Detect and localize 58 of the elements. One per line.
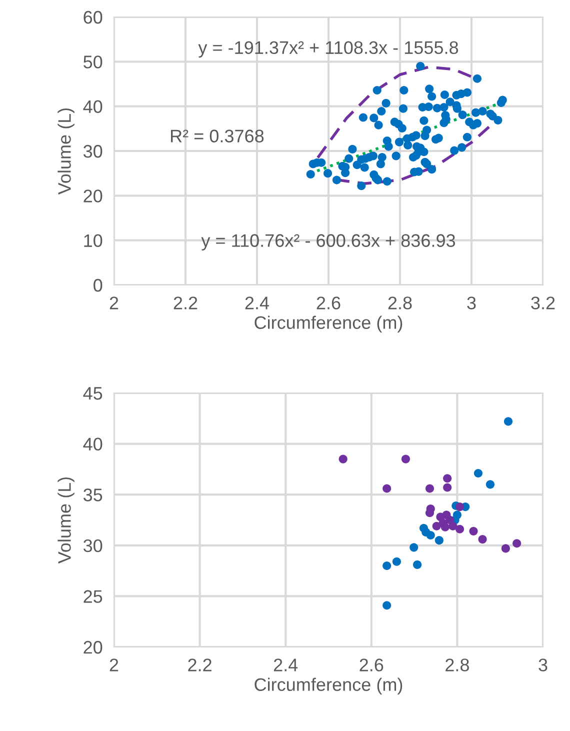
x-tick-label: 2.2: [188, 658, 212, 672]
point: [455, 524, 464, 534]
point: [382, 561, 392, 570]
x-axis-title: Circumference (m): [254, 678, 402, 695]
y-tick-label: 20: [84, 640, 102, 654]
point: [486, 480, 495, 489]
y-tick-label: 10: [84, 234, 102, 248]
y-tick-label: 30: [83, 144, 102, 158]
point: [426, 530, 435, 540]
point: [434, 536, 444, 545]
y-tick-label: 60: [84, 10, 102, 24]
point: [512, 539, 522, 548]
y-tick-label: 0: [94, 278, 102, 292]
x-tick-label: 2.4: [245, 296, 270, 310]
x-tick-label: 2.8: [388, 296, 412, 310]
y-tick-label: 50: [84, 56, 102, 68]
x-axis-title: Circumference (m): [254, 316, 402, 333]
point: [425, 484, 434, 493]
point: [382, 484, 392, 493]
x-tick-label: 2: [110, 658, 118, 672]
annotation: y = 110.76x² - 600.63x + 836.93: [201, 234, 456, 251]
point: [443, 483, 452, 492]
x-tick-label: 2.4: [274, 658, 298, 672]
annotation: y = -191.37x² + 1108.3x - 1555.8: [198, 41, 458, 58]
x-tick-label: 2.8: [446, 658, 469, 672]
x-tick-label: 3: [467, 296, 476, 310]
y-tick-label: 40: [83, 100, 102, 114]
point: [392, 557, 401, 566]
x-tick-label: 3.2: [531, 296, 555, 310]
annotation: R² = 0.3768: [171, 130, 264, 142]
point: [382, 601, 392, 610]
point: [478, 535, 487, 544]
y-axis-title: Volume (L): [58, 108, 74, 195]
point: [436, 512, 445, 522]
point: [432, 522, 441, 530]
y-axis-title: Volume (L): [58, 477, 74, 564]
point: [455, 502, 464, 512]
y-tick-label: 45: [83, 387, 102, 400]
point: [474, 468, 482, 478]
x-tick-label: 2.6: [360, 658, 384, 672]
x-tick-label: 3: [538, 658, 548, 672]
point: [410, 543, 418, 552]
y-tick-label: 30: [83, 539, 102, 552]
y-tick-label: 35: [83, 488, 102, 502]
point: [469, 526, 478, 536]
point: [501, 544, 510, 553]
point: [504, 417, 513, 426]
y-tick-label: 25: [84, 590, 102, 603]
y-tick-label: 20: [84, 190, 102, 202]
point: [443, 474, 452, 483]
x-tick-label: 2: [110, 296, 118, 310]
point: [413, 560, 422, 569]
x-tick-label: 2.2: [174, 296, 198, 310]
y-tick-label: 40: [83, 438, 102, 451]
point: [440, 522, 450, 532]
point: [401, 454, 410, 464]
point: [338, 454, 348, 464]
x-tick-label: 2.6: [316, 296, 340, 310]
